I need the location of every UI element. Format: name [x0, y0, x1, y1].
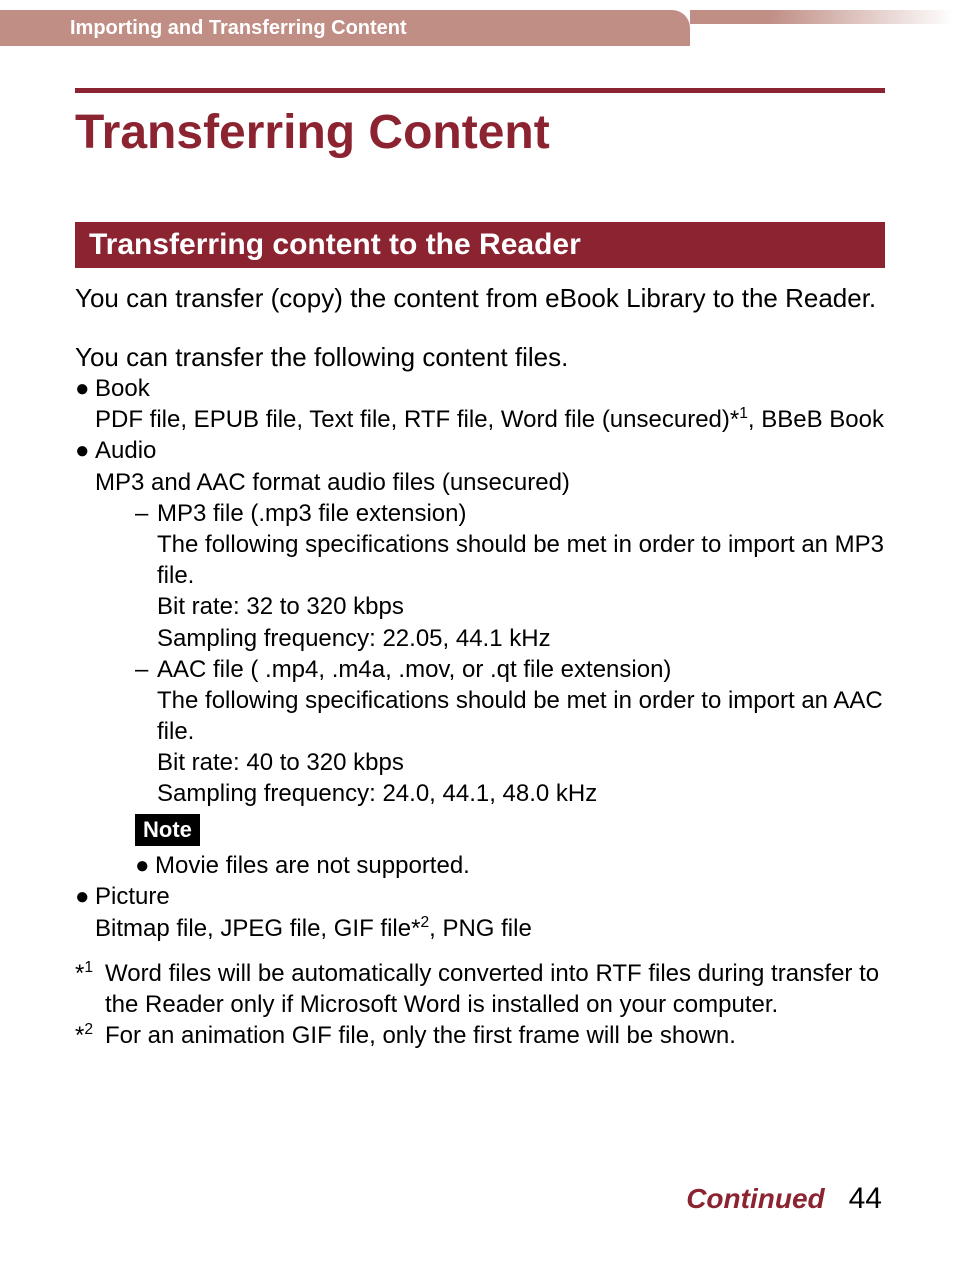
bullet-dot-icon: ● — [75, 881, 95, 943]
footnote-sup: 2 — [84, 1021, 93, 1038]
dash-list: – MP3 file (.mp3 file extension) The fol… — [135, 498, 885, 810]
footnotes: *1 Word files will be automatically conv… — [75, 958, 885, 1052]
bullet-audio: ● Audio MP3 and AAC format audio files (… — [75, 435, 885, 881]
section-subheader: Transferring content to the Reader — [75, 222, 885, 268]
page-footer: Continued 44 — [686, 1182, 882, 1216]
aac-spec-intro: The following specifications should be m… — [157, 685, 885, 747]
book-desc-sup: 1 — [739, 405, 748, 422]
title-rule — [75, 88, 885, 93]
continued-label: Continued — [686, 1183, 824, 1215]
book-desc-post: , BBeB Book — [748, 406, 884, 433]
bullet-label: Audio — [95, 435, 885, 466]
page-title: Transferring Content — [75, 105, 885, 160]
picture-desc-sup: 2 — [420, 914, 429, 931]
bullet-body: Book PDF file, EPUB file, Text file, RTF… — [95, 373, 885, 435]
footnote-mark: *2 — [75, 1020, 105, 1051]
breadcrumb-fade — [690, 10, 954, 24]
page-number: 44 — [849, 1182, 882, 1216]
aac-bitrate: Bit rate: 40 to 320 kbps — [157, 747, 885, 778]
book-desc-pre: PDF file, EPUB file, Text file, RTF file… — [95, 406, 739, 433]
dash-body: AAC file ( .mp4, .m4a, .mov, or .qt file… — [157, 654, 885, 810]
bullet-desc: Bitmap file, JPEG file, GIF file*2, PNG … — [95, 913, 885, 944]
mp3-title: MP3 file (.mp3 file extension) — [157, 498, 885, 529]
footnote-mark: *1 — [75, 958, 105, 1020]
bullet-body: Audio MP3 and AAC format audio files (un… — [95, 435, 885, 881]
footnote-text: For an animation GIF file, only the firs… — [105, 1020, 885, 1051]
footnote-text: Word files will be automatically convert… — [105, 958, 885, 1020]
dash-mp3: – MP3 file (.mp3 file extension) The fol… — [135, 498, 885, 654]
bullet-dot-icon: ● — [75, 373, 95, 435]
dash-aac: – AAC file ( .mp4, .m4a, .mov, or .qt fi… — [135, 654, 885, 810]
files-intro: You can transfer the following content f… — [75, 341, 885, 374]
mp3-sampling: Sampling frequency: 22.05, 44.1 kHz — [157, 623, 885, 654]
dash-icon: – — [135, 654, 157, 810]
bullet-dot-icon: ● — [135, 850, 155, 881]
note-line: ● Movie files are not supported. — [135, 850, 885, 881]
content-area: Transferring Content Transferring conten… — [75, 88, 885, 1051]
note-badge: Note — [135, 814, 200, 847]
dash-icon: – — [135, 498, 157, 654]
picture-desc-post: , PNG file — [429, 915, 532, 942]
breadcrumb: Importing and Transferring Content — [70, 17, 407, 40]
bullet-picture: ● Picture Bitmap file, JPEG file, GIF fi… — [75, 881, 885, 943]
bullet-dot-icon: ● — [75, 435, 95, 881]
bullet-label: Book — [95, 373, 885, 404]
bullet-desc: MP3 and AAC format audio files (unsecure… — [95, 467, 885, 498]
bullet-desc: PDF file, EPUB file, Text file, RTF file… — [95, 404, 885, 435]
footnote-sup: 1 — [84, 959, 93, 976]
bullet-label: Picture — [95, 881, 885, 912]
footnote-2: *2 For an animation GIF file, only the f… — [75, 1020, 885, 1051]
picture-desc-pre: Bitmap file, JPEG file, GIF file* — [95, 915, 420, 942]
bullet-body: Picture Bitmap file, JPEG file, GIF file… — [95, 881, 885, 943]
dash-body: MP3 file (.mp3 file extension) The follo… — [157, 498, 885, 654]
page: Importing and Transferring Content Trans… — [0, 0, 954, 1270]
mp3-bitrate: Bit rate: 32 to 320 kbps — [157, 591, 885, 622]
aac-title: AAC file ( .mp4, .m4a, .mov, or .qt file… — [157, 654, 885, 685]
aac-sampling: Sampling frequency: 24.0, 44.1, 48.0 kHz — [157, 778, 885, 809]
breadcrumb-bar: Importing and Transferring Content — [0, 10, 690, 46]
intro-paragraph: You can transfer (copy) the content from… — [75, 282, 885, 315]
bullet-list: ● Book PDF file, EPUB file, Text file, R… — [75, 373, 885, 944]
bullet-book: ● Book PDF file, EPUB file, Text file, R… — [75, 373, 885, 435]
mp3-spec-intro: The following specifications should be m… — [157, 529, 885, 591]
note-text: Movie files are not supported. — [155, 850, 470, 881]
footnote-1: *1 Word files will be automatically conv… — [75, 958, 885, 1020]
